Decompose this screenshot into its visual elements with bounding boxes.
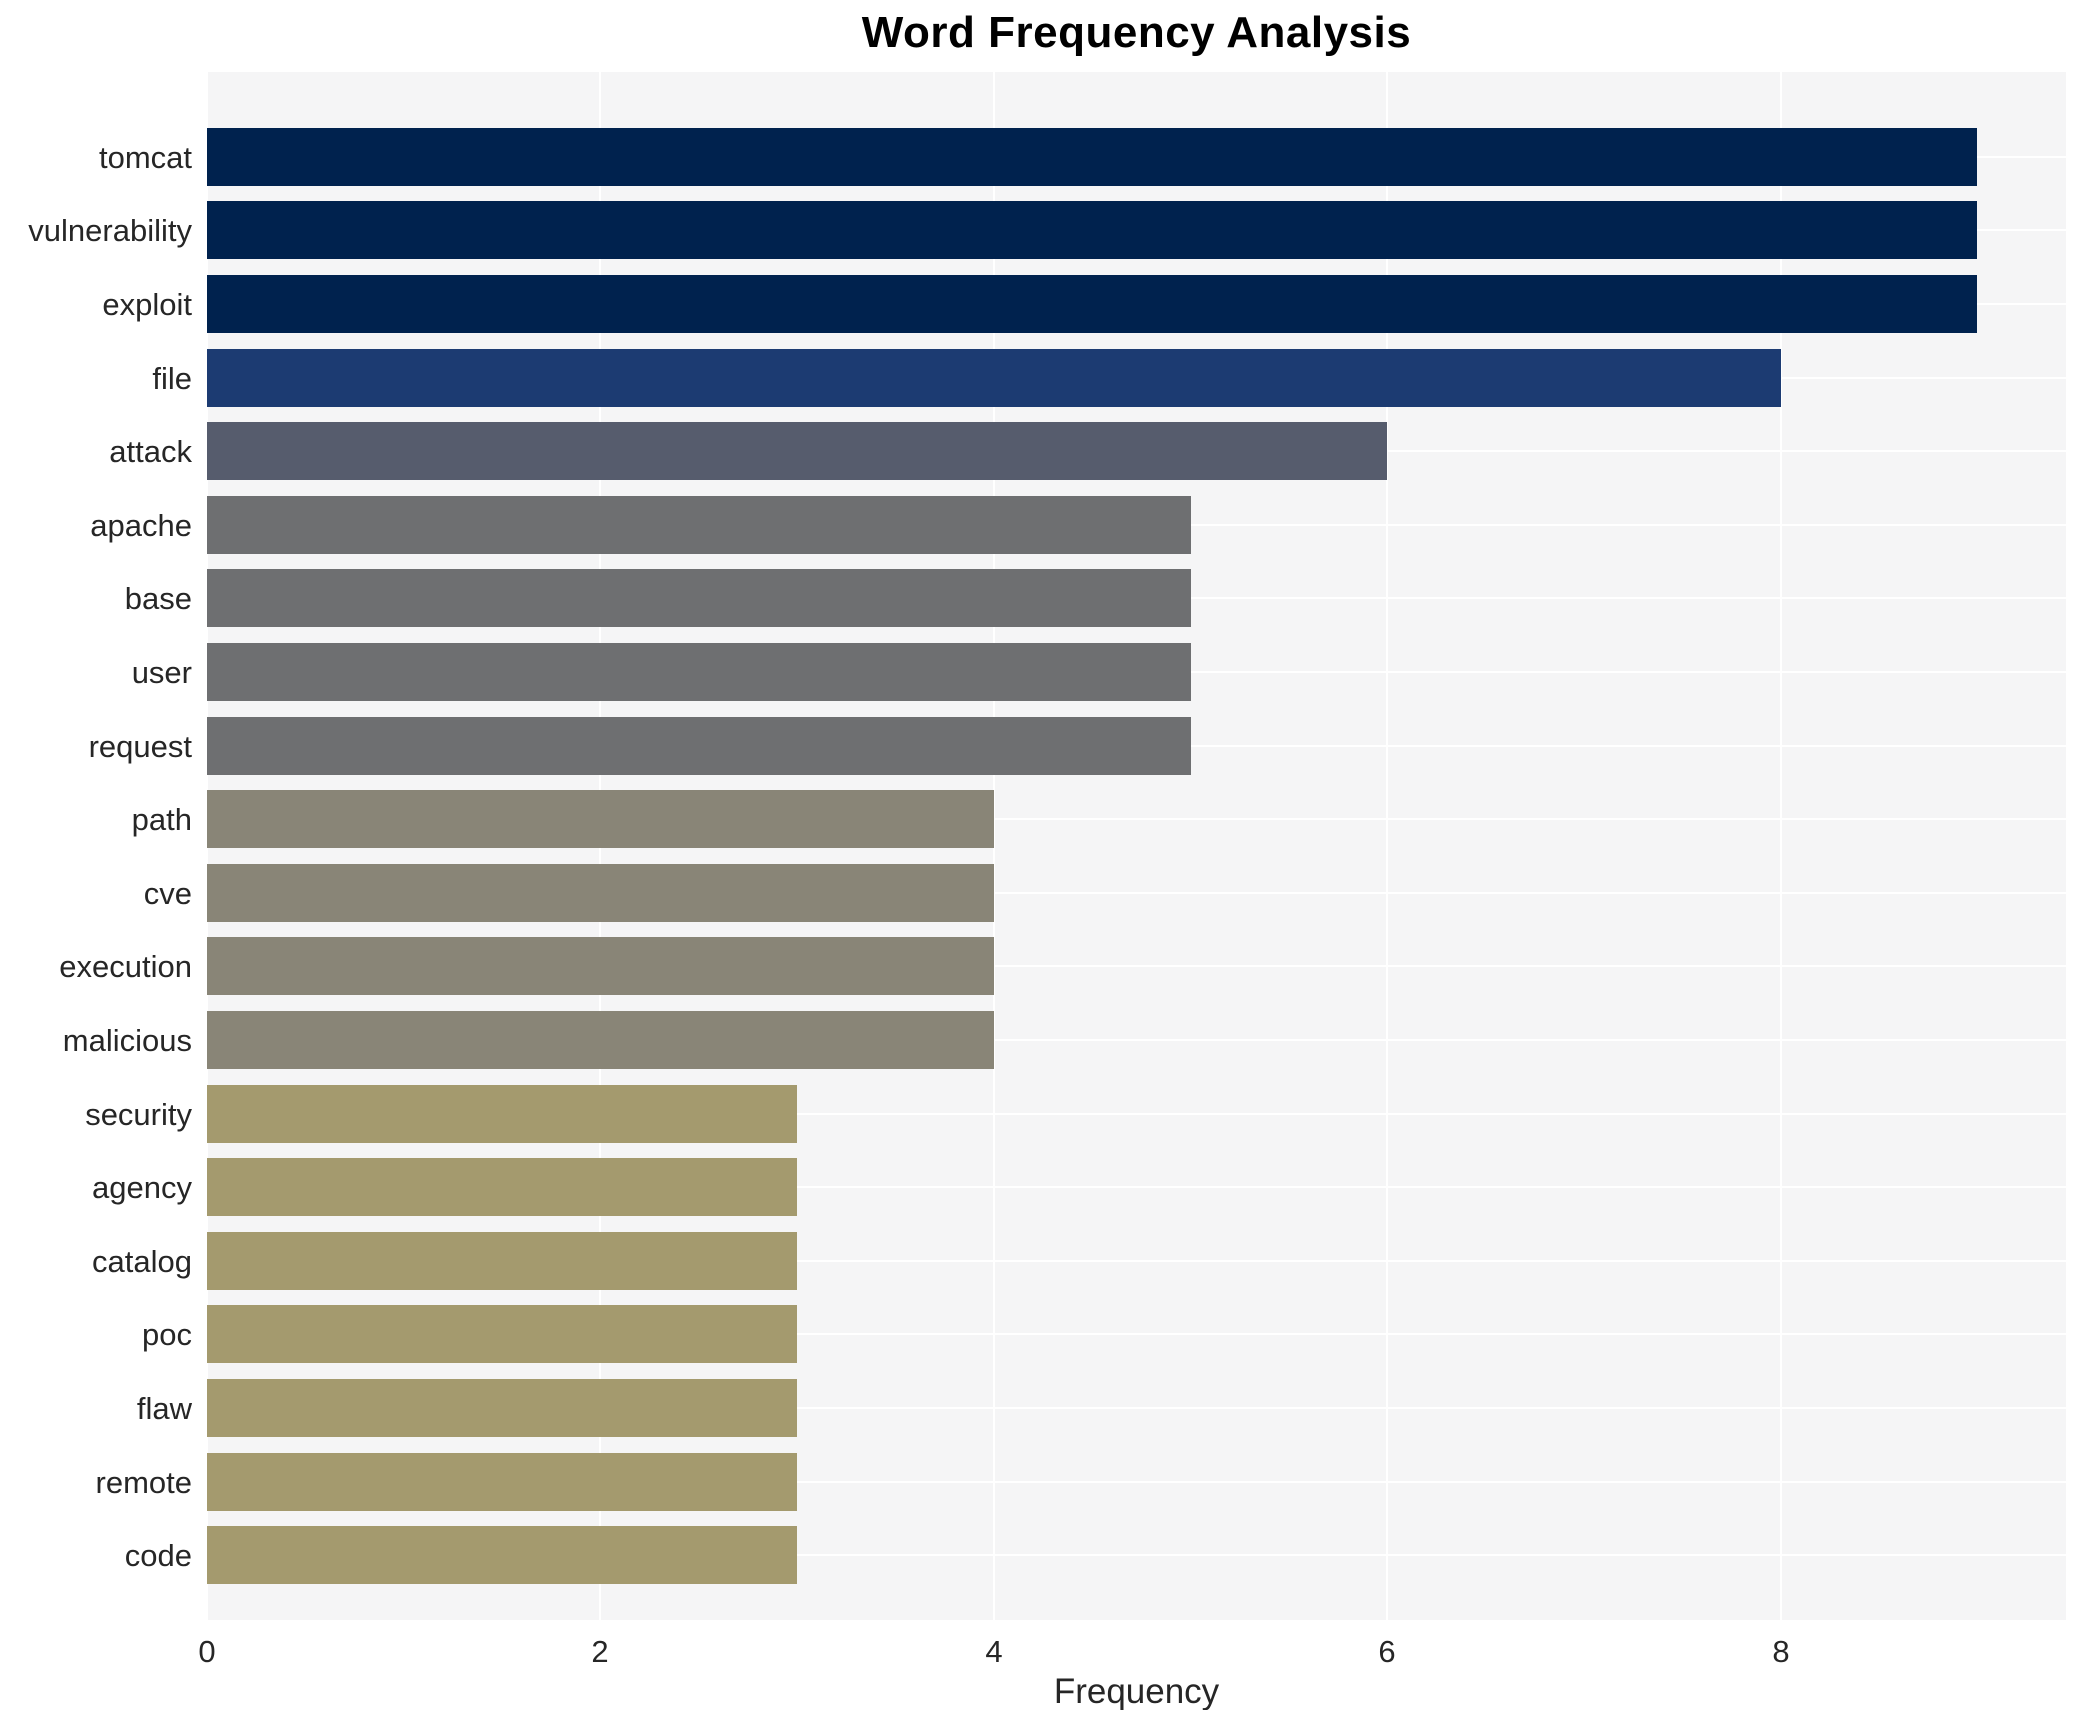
bar-attack [207,422,1388,480]
y-tick-label: poc [142,1317,192,1352]
gridline-horizontal [207,1113,2066,1115]
y-tick-label: code [124,1538,192,1573]
y-tick-label: execution [59,949,192,984]
y-tick-label: tomcat [98,140,192,175]
y-tick-label: remote [95,1465,192,1500]
gridline-horizontal [207,1481,2066,1483]
gridline-horizontal [207,818,2066,820]
bar-code [207,1526,798,1584]
bar-user [207,643,1191,701]
y-tick-label: apache [90,508,192,543]
gridline-horizontal [207,892,2066,894]
y-tick-label: user [131,655,192,690]
gridline-horizontal [207,965,2066,967]
y-tick-label: file [152,361,192,396]
bar-agency [207,1158,798,1216]
bar-base [207,569,1191,627]
bar-apache [207,496,1191,554]
bar-file [207,349,1781,407]
gridline-horizontal [207,1554,2066,1556]
gridline-vertical [1386,72,1389,1620]
gridline-horizontal [207,1333,2066,1335]
y-tick-label: request [88,729,192,764]
gridline-horizontal [207,1039,2066,1041]
bar-poc [207,1305,798,1363]
x-tick-label: 4 [985,1634,1003,1669]
gridline-horizontal [207,1407,2066,1409]
y-tick-label: security [85,1097,192,1132]
y-tick-label: flaw [136,1391,192,1426]
x-tick-label: 0 [198,1634,216,1669]
bar-tomcat [207,128,1978,186]
x-tick-label: 8 [1772,1634,1790,1669]
y-tick-label: cve [143,876,192,911]
y-tick-label: catalog [92,1244,192,1279]
bar-malicious [207,1011,994,1069]
gridline-vertical [1779,72,1782,1620]
y-tick-label: vulnerability [28,213,192,248]
bar-path [207,790,994,848]
bar-exploit [207,275,1978,333]
y-tick-label: path [131,802,192,837]
y-tick-label: agency [92,1170,192,1205]
bar-cve [207,864,994,922]
bar-security [207,1085,798,1143]
gridline-vertical [992,72,995,1620]
bar-execution [207,937,994,995]
x-tick-label: 2 [591,1634,609,1669]
gridline-horizontal [207,1186,2066,1188]
gridline-horizontal [207,1260,2066,1262]
bar-remote [207,1453,798,1511]
bar-catalog [207,1232,798,1290]
bar-flaw [207,1379,798,1437]
y-tick-label: malicious [62,1023,192,1058]
x-tick-label: 6 [1378,1634,1396,1669]
bar-vulnerability [207,201,1978,259]
plot-area [206,72,2066,1620]
y-tick-label: attack [109,434,192,469]
y-tick-label: exploit [102,287,192,322]
bar-request [207,717,1191,775]
chart-title: Word Frequency Analysis [861,8,1412,57]
y-tick-label: base [124,581,192,616]
x-axis-title: Frequency [1053,1672,1220,1710]
